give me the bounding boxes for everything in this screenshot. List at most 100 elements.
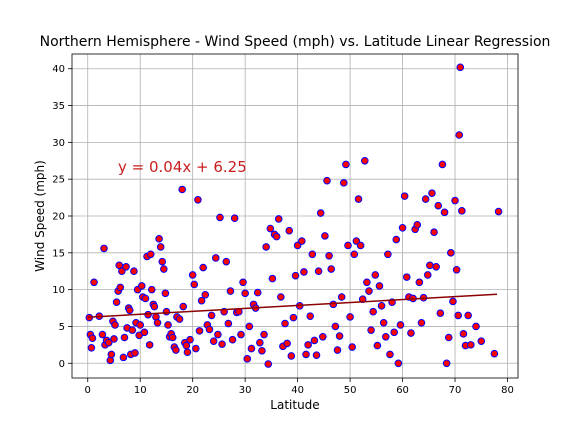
data-point bbox=[268, 274, 277, 283]
data-point bbox=[423, 271, 432, 279]
data-point bbox=[331, 322, 340, 331]
data-point bbox=[175, 315, 184, 323]
data-point bbox=[300, 268, 308, 276]
data-point bbox=[316, 209, 325, 217]
data-point bbox=[454, 311, 462, 320]
data-point bbox=[266, 224, 275, 233]
data-point bbox=[466, 341, 475, 349]
data-point bbox=[451, 196, 459, 205]
data-point bbox=[371, 271, 380, 279]
data-point bbox=[319, 332, 327, 341]
data-point bbox=[426, 261, 434, 270]
data-point bbox=[179, 302, 188, 311]
data-point bbox=[87, 344, 96, 352]
data-point bbox=[137, 282, 146, 290]
chart-title: Northern Hemisphere - Wind Speed (mph) v… bbox=[40, 34, 551, 50]
data-point bbox=[88, 334, 97, 343]
data-point bbox=[195, 327, 204, 335]
data-point bbox=[369, 307, 377, 316]
data-point bbox=[100, 244, 108, 253]
data-point bbox=[241, 289, 249, 298]
data-point bbox=[285, 226, 294, 235]
regression-layer bbox=[87, 293, 498, 318]
data-point bbox=[183, 348, 192, 357]
data-point bbox=[161, 289, 170, 298]
data-point bbox=[342, 160, 350, 169]
data-point bbox=[128, 326, 137, 334]
data-point bbox=[247, 344, 256, 353]
data-point bbox=[346, 313, 354, 321]
data-point bbox=[490, 349, 499, 358]
data-point bbox=[310, 336, 319, 345]
data-point bbox=[156, 243, 165, 251]
data-point bbox=[434, 201, 443, 210]
data-point bbox=[459, 330, 468, 338]
data-point bbox=[146, 250, 155, 259]
data-point bbox=[415, 278, 424, 287]
data-point bbox=[384, 250, 392, 259]
regression-line bbox=[87, 293, 498, 318]
data-point bbox=[178, 185, 186, 194]
data-point bbox=[477, 337, 486, 345]
data-point bbox=[281, 319, 289, 328]
data-point bbox=[119, 353, 128, 362]
data-point bbox=[298, 237, 306, 245]
data-point bbox=[145, 341, 154, 349]
data-point bbox=[432, 263, 440, 271]
data-point bbox=[110, 335, 118, 343]
data-point bbox=[329, 300, 338, 309]
data-point bbox=[272, 232, 281, 241]
data-point bbox=[141, 294, 150, 303]
data-point bbox=[228, 335, 237, 344]
data-point bbox=[375, 282, 384, 290]
data-point bbox=[447, 249, 455, 257]
data-point bbox=[150, 302, 159, 311]
data-point bbox=[216, 213, 224, 222]
data-point bbox=[377, 302, 386, 310]
data-point bbox=[494, 207, 503, 216]
data-point bbox=[260, 330, 268, 339]
data-point bbox=[172, 346, 180, 354]
data-points bbox=[85, 63, 503, 368]
data-point bbox=[379, 318, 388, 327]
data-point bbox=[155, 235, 163, 243]
data-point bbox=[350, 250, 359, 259]
y-tick-label: 10 bbox=[52, 285, 65, 296]
data-point bbox=[237, 330, 245, 339]
data-point bbox=[354, 195, 363, 203]
data-point bbox=[438, 160, 447, 169]
data-point bbox=[188, 271, 197, 279]
regression-equation: y = 0.04x + 6.25 bbox=[118, 158, 247, 176]
data-point bbox=[335, 332, 344, 340]
data-point bbox=[258, 346, 266, 355]
data-point bbox=[164, 321, 172, 329]
data-point bbox=[327, 265, 336, 273]
data-point bbox=[136, 321, 145, 329]
data-point bbox=[122, 263, 130, 271]
data-point bbox=[400, 192, 409, 200]
data-point bbox=[104, 338, 113, 347]
data-point bbox=[449, 297, 457, 306]
data-point bbox=[226, 287, 235, 295]
data-point bbox=[464, 311, 472, 320]
data-point bbox=[147, 285, 156, 294]
data-point bbox=[120, 333, 129, 342]
data-point bbox=[125, 306, 134, 315]
x-tick-label: 80 bbox=[501, 385, 514, 396]
data-point bbox=[253, 288, 262, 297]
data-point bbox=[168, 333, 177, 342]
data-point bbox=[140, 328, 149, 337]
data-point bbox=[472, 322, 480, 331]
data-point bbox=[224, 319, 233, 328]
data-point bbox=[455, 131, 464, 139]
data-point bbox=[321, 232, 329, 240]
data-point bbox=[130, 267, 138, 276]
data-point bbox=[302, 350, 310, 359]
data-point bbox=[131, 349, 139, 357]
data-point bbox=[239, 278, 247, 287]
y-axis-label: Wind Speed (mph) bbox=[33, 160, 47, 272]
data-point bbox=[214, 330, 222, 339]
data-point bbox=[243, 355, 252, 363]
data-point bbox=[291, 271, 300, 280]
y-tick-label: 20 bbox=[52, 212, 65, 223]
